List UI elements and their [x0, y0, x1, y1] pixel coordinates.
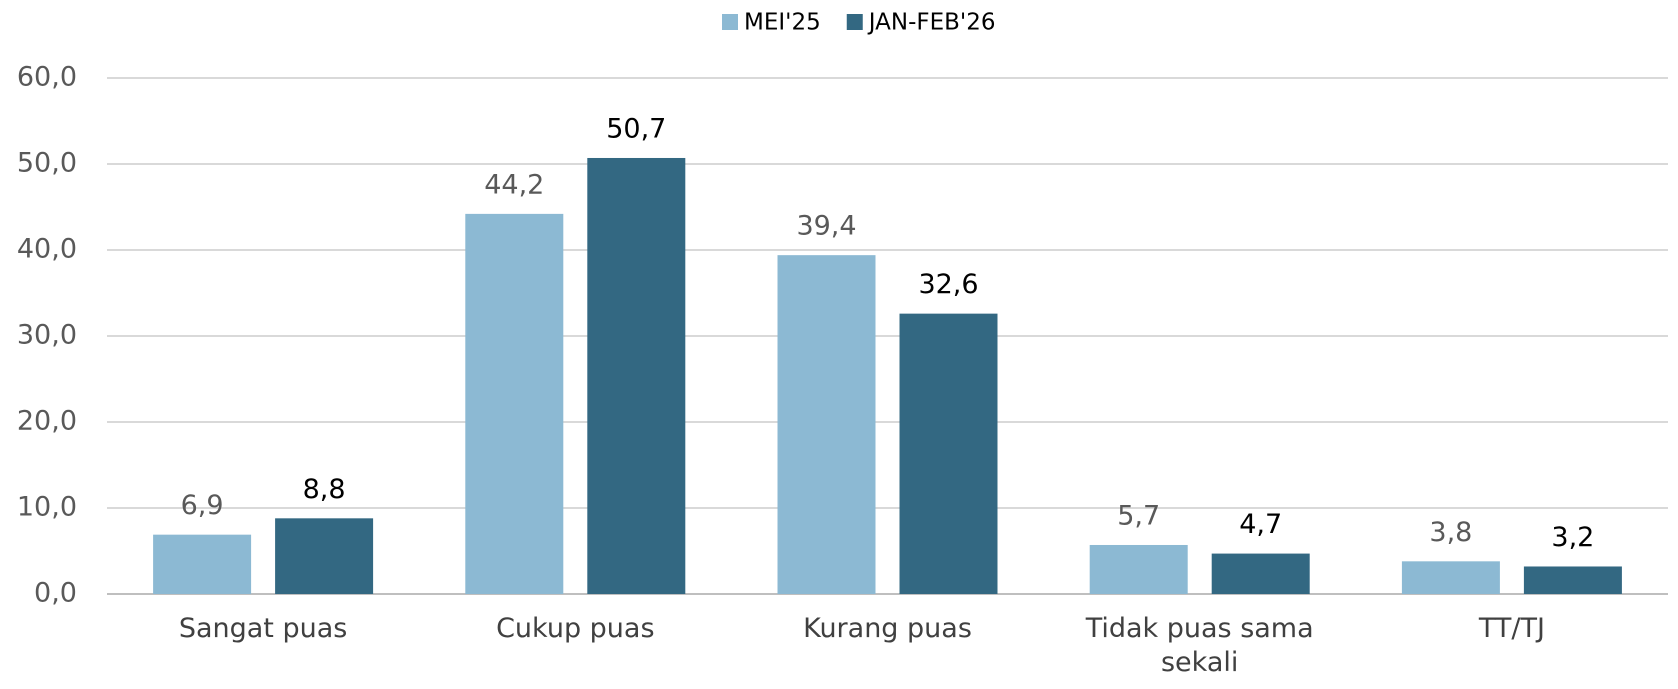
- y-tick-label: 50,0: [17, 148, 77, 179]
- data-label: 39,4: [796, 211, 856, 242]
- data-label: 5,7: [1117, 500, 1160, 531]
- y-tick-label: 0,0: [34, 578, 77, 609]
- x-tick-label: Sangat puas: [178, 613, 348, 644]
- y-tick-label: 20,0: [17, 406, 77, 437]
- bar: [1211, 553, 1310, 594]
- legend-swatch: [722, 14, 738, 30]
- x-tick-label-box: Sangat puas: [178, 613, 348, 644]
- bar: [153, 534, 252, 594]
- x-tick-label-box: Tidak puas sama sekali: [1085, 613, 1314, 678]
- bar: [899, 313, 998, 594]
- legend-swatch: [846, 14, 863, 30]
- data-label: 44,2: [484, 169, 544, 200]
- y-tick-label: 10,0: [17, 492, 77, 523]
- bar: [1401, 561, 1500, 594]
- y-tick-label: 60,0: [17, 62, 77, 93]
- bar: [587, 157, 686, 595]
- bar: [1089, 544, 1188, 594]
- data-label: 3,2: [1551, 522, 1594, 553]
- legend-label: MEI'25: [744, 10, 821, 36]
- data-label: 8,8: [303, 474, 346, 505]
- bar: [275, 518, 374, 594]
- bar: [465, 213, 564, 594]
- bar: [777, 255, 876, 594]
- data-label: 3,8: [1429, 517, 1472, 548]
- x-tick-label: Cukup puas: [496, 613, 655, 644]
- data-label: 4,7: [1239, 509, 1282, 540]
- x-tick-label-box: TT/TJ: [1478, 613, 1545, 644]
- x-tick-label-box: Cukup puas: [496, 613, 655, 644]
- bar: [1523, 566, 1622, 594]
- x-tick-label-box: Kurang puas: [803, 613, 972, 644]
- x-tick-label: TT/TJ: [1478, 613, 1545, 644]
- data-label: 6,9: [181, 490, 224, 521]
- x-tick-label: Kurang puas: [803, 613, 972, 644]
- x-tick-label: Tidak puas sama sekali: [1085, 613, 1314, 678]
- y-tick-label: 40,0: [17, 234, 77, 265]
- legend-label: JAN-FEB'26: [867, 10, 996, 36]
- data-label: 32,6: [918, 269, 978, 300]
- y-tick-label: 30,0: [17, 320, 77, 351]
- data-label: 50,7: [606, 113, 666, 144]
